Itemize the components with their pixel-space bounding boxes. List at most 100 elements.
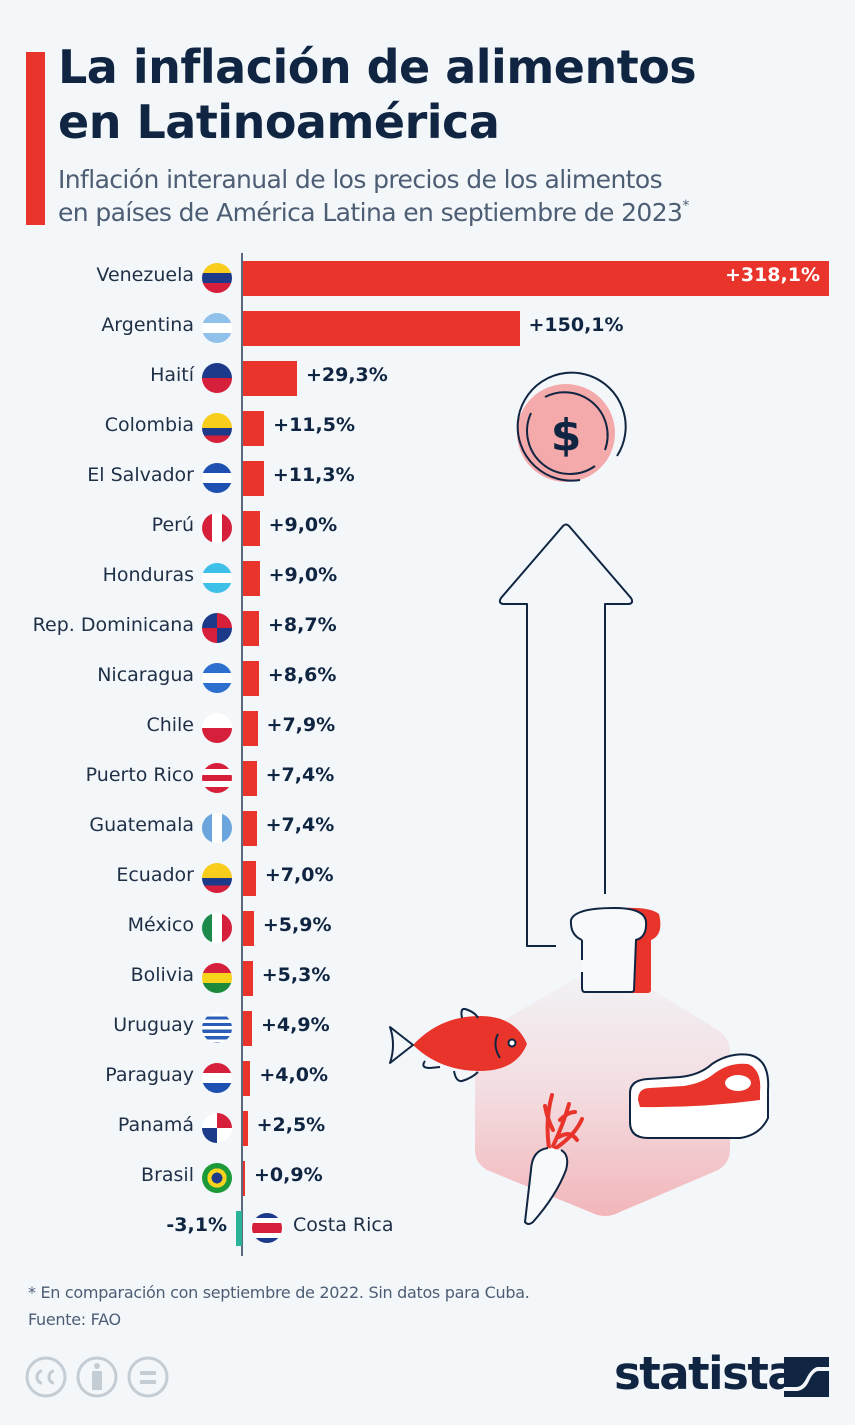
data-bar [243,1161,245,1196]
country-label: El Salvador [87,464,194,486]
title-line-1: La inflación de alimentos [58,40,697,94]
country-label: Paraguay [105,1064,194,1086]
chart-row: Honduras +9,0% [0,550,855,600]
food-inflation-illustration: $ [389,371,770,1225]
chart-row: Haití +29,3% [0,350,855,400]
value-label: +8,6% [267,664,337,686]
data-bar [243,1061,251,1096]
chart-row: Brasil +0,9% [0,1150,855,1200]
chart-row: Colombia +11,5% [0,400,855,450]
country-label: Argentina [101,314,194,336]
license-icons[interactable] [25,1356,175,1398]
cc-icon [25,1356,67,1398]
country-label: Costa Rica [293,1214,394,1236]
value-label: +9,0% [268,514,338,536]
peru-flag-icon [202,513,232,543]
chart-row: Panamá +2,5% [0,1100,855,1150]
panama-flag-icon [202,1113,232,1143]
nicaragua-flag-icon [202,663,232,693]
country-label: Brasil [141,1164,194,1186]
country-label: Perú [151,514,194,536]
data-bar [243,611,260,646]
costa-rica-flag-icon [252,1213,282,1243]
data-bar [243,261,829,296]
ecuador-flag-icon [202,863,232,893]
value-label: +2,5% [256,1114,326,1136]
data-bar [243,811,257,846]
data-bar [243,411,265,446]
value-label: +11,5% [273,414,356,436]
country-label: Honduras [102,564,194,586]
country-label: Ecuador [116,864,194,886]
data-bar [243,1011,253,1046]
haiti-flag-icon [202,363,232,393]
source-note: Fuente: FAO [28,1310,121,1329]
chart-row: Argentina +150,1% [0,300,855,350]
country-label: Rep. Dominicana [32,614,194,636]
page-title: La inflación de alimentos en Latinoaméri… [58,40,838,150]
value-label: +8,7% [268,614,337,636]
chart-row: Chile +7,9% [0,700,855,750]
statista-logo-mark-icon [784,1357,829,1397]
country-label: México [127,914,194,936]
country-label: Bolivia [130,964,194,986]
country-label: Panamá [117,1114,194,1136]
bolivia-flag-icon [202,963,232,993]
uruguay-flag-icon [202,1013,232,1043]
country-label: Haití [150,364,194,386]
attribution-icon [76,1356,118,1398]
guatemala-flag-icon [202,813,232,843]
footnote: * En comparación con septiembre de 2022.… [28,1283,530,1302]
value-label: +5,3% [261,964,331,986]
dominican-republic-flag-icon [202,613,232,643]
chart-row: Rep. Dominicana +8,7% [0,600,855,650]
value-label: +318,1% [724,264,820,286]
zero-axis-line [241,253,243,1256]
colombia-flag-icon [202,413,232,443]
data-bar [243,911,254,946]
value-label: +0,9% [254,1164,323,1186]
country-label: Colombia [104,414,194,436]
no-derivatives-icon [127,1356,169,1398]
value-label: +7,4% [265,764,335,786]
data-bar [243,661,259,696]
country-label: Nicaragua [97,664,194,686]
footnote-marker: * [682,198,689,214]
country-label: Chile [146,714,194,736]
value-label: +4,0% [259,1064,328,1086]
statista-logo-text: statista [614,1347,798,1400]
data-bar [243,461,264,496]
title-line-2: en Latinoamérica [58,95,500,149]
subtitle: Inflación interanual de los precios de l… [58,163,838,229]
data-bar [243,961,253,996]
chart-row: Venezuela +318,1% [0,250,855,300]
value-label: +29,3% [305,364,388,386]
chart-row: México +5,9% [0,900,855,950]
venezuela-flag-icon [202,263,232,293]
mexico-flag-icon [202,913,232,943]
value-label: +4,9% [261,1014,330,1036]
el-salvador-flag-icon [202,463,232,493]
chart-row: Costa Rica -3,1% [0,1200,855,1250]
value-label: +7,0% [264,864,334,886]
chart-row: Nicaragua +8,6% [0,650,855,700]
dollar-coin-icon: $ [516,371,627,482]
value-label: +7,9% [266,714,336,736]
value-label: +9,0% [268,564,338,586]
country-label: Puerto Rico [85,764,194,786]
honduras-flag-icon [202,563,232,593]
country-label: Venezuela [96,264,194,286]
chart-row: Guatemala +7,4% [0,800,855,850]
value-label: +7,4% [265,814,335,836]
country-label: Guatemala [89,814,194,836]
country-label: Uruguay [113,1014,194,1036]
data-bar [243,861,256,896]
subtitle-line-2: en países de América Latina en septiembr… [58,198,683,227]
chart-row: Ecuador +7,0% [0,850,855,900]
data-bar [236,1211,242,1246]
data-bar [243,561,260,596]
argentina-flag-icon [202,313,232,343]
chart-row: Perú +9,0% [0,500,855,550]
value-label: -3,1% [166,1214,227,1236]
steak-icon [629,1053,770,1139]
